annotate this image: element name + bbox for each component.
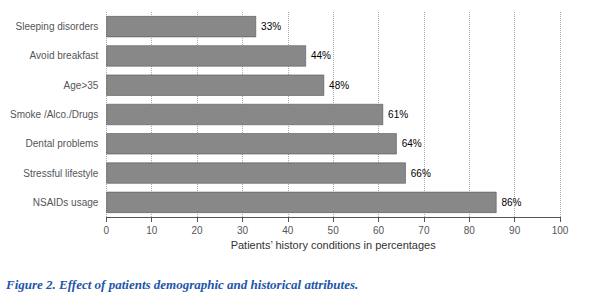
svg-text:44%: 44% [311,50,331,61]
svg-text:Smoke /Alco./Drugs: Smoke /Alco./Drugs [10,109,98,120]
svg-text:20: 20 [192,225,204,236]
svg-text:90: 90 [509,225,521,236]
svg-text:40: 40 [282,225,294,236]
svg-text:86%: 86% [501,197,521,208]
svg-text:Patients’ history conditions i: Patients’ history conditions in percenta… [231,239,437,251]
svg-text:66%: 66% [411,168,431,179]
svg-text:60: 60 [373,225,385,236]
svg-text:100: 100 [552,225,569,236]
svg-text:80: 80 [464,225,476,236]
svg-text:Stressful lifestyle: Stressful lifestyle [23,168,98,179]
svg-text:50: 50 [328,225,340,236]
svg-text:30: 30 [237,225,249,236]
svg-text:10: 10 [146,225,158,236]
svg-text:Sleeping disorders: Sleeping disorders [16,21,99,32]
svg-text:Dental problems: Dental problems [26,138,99,149]
svg-text:33%: 33% [261,21,281,32]
svg-text:Figure 2. Effect of patients d: Figure 2. Effect of patients demographic… [5,277,358,292]
svg-text:NSAIDs usage: NSAIDs usage [33,197,99,208]
svg-text:61%: 61% [388,109,408,120]
svg-text:64%: 64% [402,138,422,149]
svg-text:70: 70 [418,225,430,236]
svg-text:0: 0 [104,225,110,236]
svg-text:Age>35: Age>35 [64,80,99,91]
svg-text:48%: 48% [329,80,349,91]
svg-text:Avoid breakfast: Avoid breakfast [30,50,99,61]
